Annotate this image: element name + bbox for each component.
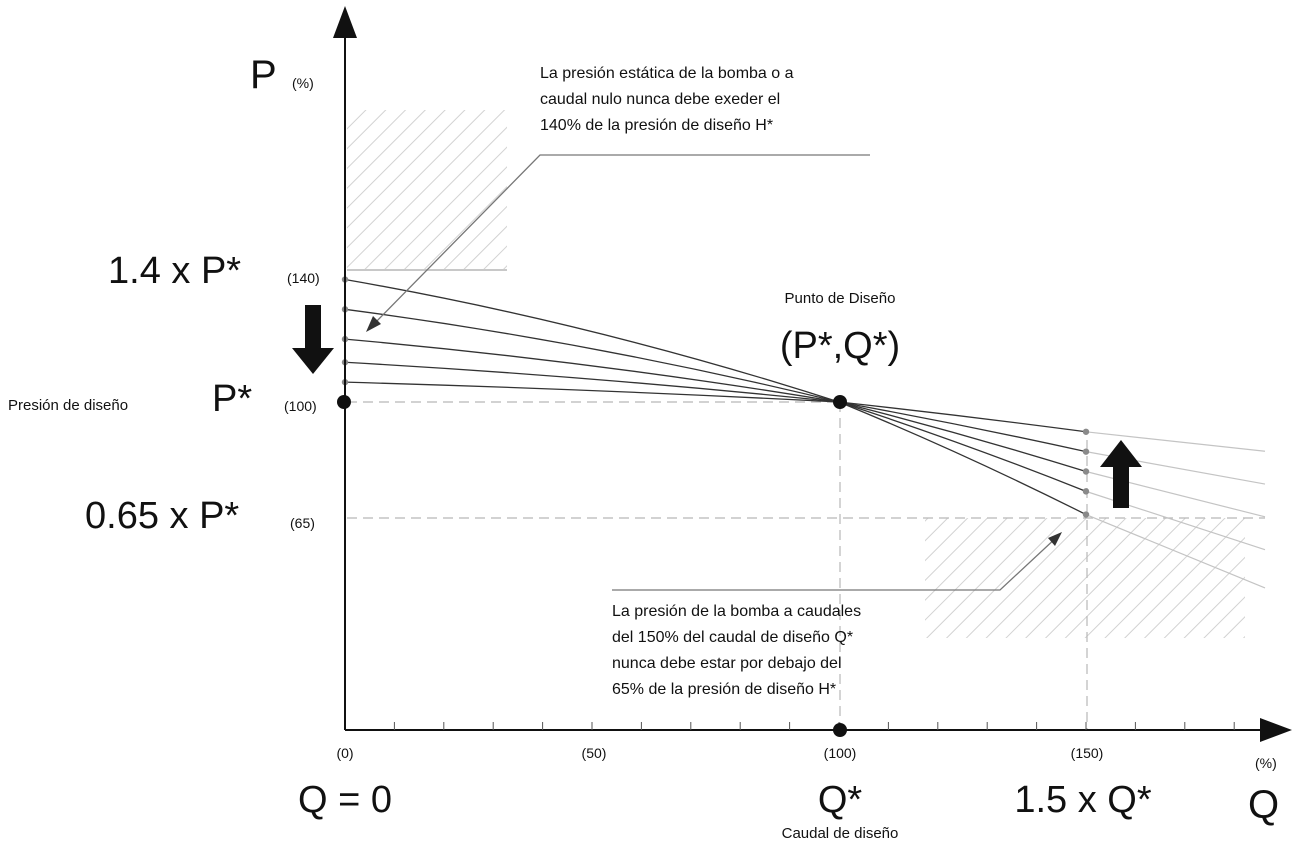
p140-label: 1.4 x P* [108, 250, 241, 292]
curve-5-end-marker [1082, 428, 1090, 435]
curve-2-end-marker [1082, 488, 1090, 495]
top-annotation-line-1: La presión estática de la bomba o a [540, 65, 794, 82]
design-flow-caption: Caudal de diseño [782, 825, 899, 842]
bottom-annotation-line-4: 65% de la presión de diseño H* [612, 681, 836, 698]
pump-curve-3-extension [1085, 470, 1266, 518]
pump-curve-2 [344, 308, 1087, 492]
x-tick-150: (150) [1071, 745, 1104, 761]
bottom-annotation-leader [612, 535, 1059, 591]
p100-axis-dot [337, 395, 351, 409]
p65-label: 0.65 x P* [85, 495, 239, 537]
pump-curve-4 [344, 361, 1087, 453]
top-annotation-leader [371, 154, 870, 327]
x-axis-arrow [1260, 718, 1292, 742]
top-annotation-line-2: caudal nulo nunca debe exeder el [540, 91, 780, 108]
pump-curve-5 [344, 381, 1087, 433]
bottom-leader-arrowhead [1048, 532, 1062, 546]
bottom-annotation-line-1: La presión de la bomba a caudales [612, 603, 861, 620]
lower-hatch-zone [925, 518, 1245, 638]
y-axis-name: P [250, 53, 277, 97]
p140-pct: (140) [287, 270, 320, 286]
q0-label: Q = 0 [298, 779, 392, 821]
q15-label: 1.5 x Q* [1014, 779, 1151, 821]
top-annotation-line-3: 140% de la presión de diseño H* [540, 117, 773, 134]
pump-curve-3 [344, 338, 1087, 473]
up-arrow-icon [1100, 440, 1142, 508]
down-arrow-icon [292, 305, 334, 374]
x-axis-name: Q [1248, 783, 1279, 827]
pump-curves [341, 276, 1266, 589]
design-point-caption: Punto de Diseño [785, 290, 896, 307]
x-tick-100: (100) [824, 745, 857, 761]
curve-3-end-marker [1082, 468, 1090, 475]
y-axis-arrow [333, 6, 357, 38]
pump-curve-5-extension [1085, 431, 1266, 452]
p65-pct: (65) [290, 515, 315, 531]
bottom-annotation-line-2: del 150% del caudal de diseño Q* [612, 629, 853, 646]
x-axis-unit: (%) [1255, 755, 1277, 771]
qstar-axis-dot [833, 723, 847, 737]
x-tick-50: (50) [582, 745, 607, 761]
top-leader-arrowhead [366, 316, 381, 332]
x-tick-0: (0) [336, 745, 353, 761]
pump-curve-1 [344, 278, 1087, 516]
qstar-label: Q* [818, 779, 863, 821]
curve-1-end-marker [1082, 511, 1090, 518]
design-point-label: (P*,Q*) [780, 325, 900, 367]
y-axis-unit: (%) [292, 75, 314, 91]
p100-label: P* [212, 378, 252, 420]
design-point-dot [833, 395, 847, 409]
design-pressure-caption: Presión de diseño [8, 397, 128, 414]
bottom-annotation-line-3: nunca debe estar por debajo del [612, 655, 842, 672]
x-axis-minor-ticks [393, 722, 1235, 730]
upper-hatch-zone [347, 110, 507, 270]
p100-pct: (100) [284, 398, 317, 414]
pump-curve-1-extension [1085, 513, 1266, 589]
curve-4-end-marker [1082, 448, 1090, 455]
